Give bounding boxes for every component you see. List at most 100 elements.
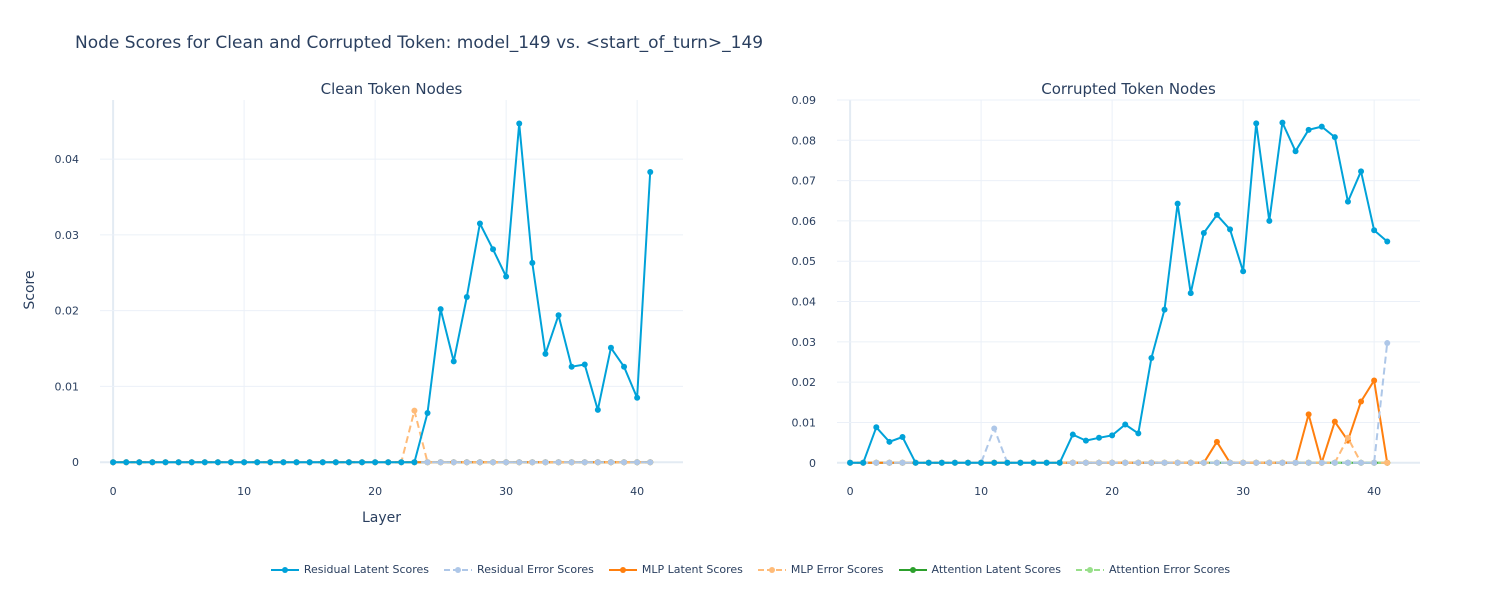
data-point-res_latent <box>1122 421 1129 428</box>
data-point-res_latent <box>1384 238 1391 245</box>
data-point-res_latent <box>1358 168 1365 175</box>
data-point-res_error <box>1331 459 1338 466</box>
data-point-res_error <box>1344 459 1351 466</box>
data-point-res_error <box>1069 459 1076 466</box>
y-tick-label: 0 <box>72 456 79 469</box>
data-point-res_latent <box>293 459 300 466</box>
legend-label: MLP Error Scores <box>790 563 884 576</box>
legend-swatch-marker <box>281 566 288 573</box>
data-point-res_error <box>1213 459 1220 466</box>
x-tick-label: 40 <box>630 485 644 498</box>
data-point-res_latent <box>424 409 431 416</box>
legend-swatch <box>270 566 299 573</box>
series-line-mlp_error <box>850 436 1388 464</box>
data-point-res_error <box>1096 459 1103 466</box>
data-point-res_latent <box>873 424 880 431</box>
data-point-res_error <box>490 459 497 466</box>
data-point-res_error <box>516 459 523 466</box>
data-point-res_error <box>1122 459 1129 466</box>
data-point-res_latent <box>529 259 536 266</box>
data-point-res_latent <box>847 459 854 466</box>
legend-item-attn_error[interactable]: Attention Error Scores <box>1075 563 1230 576</box>
data-point-res_latent <box>1148 354 1155 361</box>
y-tick-label: 0.03 <box>55 229 80 242</box>
data-point-res_error <box>1082 459 1089 466</box>
data-point-res_latent <box>1331 134 1338 141</box>
x-tick-label: 10 <box>974 485 988 498</box>
legend-swatch <box>608 566 637 573</box>
legend-label: Residual Latent Scores <box>303 563 430 576</box>
data-point-res_latent <box>1187 290 1194 297</box>
data-point-res_error <box>607 459 614 466</box>
data-point-res_error <box>568 459 575 466</box>
data-point-res_latent <box>254 459 261 466</box>
y-tick-label: 0.02 <box>792 376 817 389</box>
legend-label: Attention Latent Scores <box>931 563 1062 576</box>
data-point-res_latent <box>241 459 248 466</box>
legend-swatch-marker <box>768 566 775 573</box>
legend-swatch <box>444 566 473 573</box>
data-point-res_latent <box>490 246 497 253</box>
data-point-res_error <box>1227 459 1234 466</box>
data-point-res_error <box>437 459 444 466</box>
data-point-res_latent <box>899 433 906 440</box>
data-point-res_latent <box>463 294 470 301</box>
legend-item-attn_latent[interactable]: Attention Latent Scores <box>898 563 1062 576</box>
legend-swatch-marker <box>455 566 462 573</box>
data-point-res_error <box>647 459 654 466</box>
data-point-res_error <box>450 459 457 466</box>
legend-swatch <box>757 566 786 573</box>
data-point-res_latent <box>581 361 588 368</box>
y-tick-label: 0.07 <box>792 175 817 188</box>
data-point-res_latent <box>912 459 919 466</box>
chart-panel-2: 0 10 20 30 40 0 0.01 0.02 0.03 0.04 0.05 0.06 0.07 0.… <box>792 80 1420 498</box>
legend-item-mlp_latent[interactable]: MLP Latent Scores <box>608 563 743 576</box>
data-point-res_latent <box>450 358 457 365</box>
data-point-res_latent <box>1004 459 1011 466</box>
y-tick-label: 0.02 <box>55 305 80 318</box>
data-point-res_latent <box>938 459 945 466</box>
data-point-res_latent <box>1266 217 1273 224</box>
legend-label: MLP Latent Scores <box>641 563 743 576</box>
data-point-res_error <box>463 459 470 466</box>
data-point-res_latent <box>1096 434 1103 441</box>
y-tick-label: 0.05 <box>792 255 817 268</box>
legend-item-res_error[interactable]: Residual Error Scores <box>443 563 594 576</box>
data-point-res_error <box>1371 459 1378 466</box>
legend-item-res_latent[interactable]: Residual Latent Scores <box>270 563 429 576</box>
data-point-res_error <box>1279 459 1286 466</box>
y-tick-label: 0.04 <box>55 153 80 166</box>
data-point-res_latent <box>516 120 523 127</box>
data-point-res_latent <box>1161 306 1168 313</box>
data-point-res_latent <box>385 459 392 466</box>
data-point-res_error <box>555 459 562 466</box>
legend-swatch <box>898 566 927 573</box>
y-tick-label: 0.01 <box>55 380 80 393</box>
data-point-res_error <box>1318 459 1325 466</box>
data-point-mlp_error <box>1384 459 1391 466</box>
data-point-res_error <box>1292 459 1299 466</box>
data-point-res_latent <box>991 459 998 466</box>
data-point-res_error <box>1240 459 1247 466</box>
data-point-res_latent <box>607 344 614 351</box>
data-point-res_error <box>581 459 588 466</box>
data-point-res_error <box>1200 459 1207 466</box>
data-point-res_error <box>1174 459 1181 466</box>
data-point-res_latent <box>1240 268 1247 275</box>
legend-item-mlp_error[interactable]: MLP Error Scores <box>757 563 884 576</box>
data-point-res_latent <box>1030 459 1037 466</box>
series-line-mlp_latent <box>850 379 1389 464</box>
data-point-res_latent <box>951 459 958 466</box>
x-tick-label: 0 <box>847 485 854 498</box>
data-point-res_error <box>1266 459 1273 466</box>
data-point-res_latent <box>1227 226 1234 233</box>
data-point-mlp_error <box>411 407 418 414</box>
data-point-res_latent <box>647 168 654 175</box>
data-point-res_latent <box>1371 227 1378 234</box>
data-point-mlp_latent <box>1358 398 1365 405</box>
data-point-mlp_error <box>1344 434 1351 441</box>
data-point-res_latent <box>214 459 221 466</box>
y-tick-label: 0.08 <box>792 134 817 147</box>
data-point-res_latent <box>1069 431 1076 438</box>
data-point-res_latent <box>110 459 117 466</box>
